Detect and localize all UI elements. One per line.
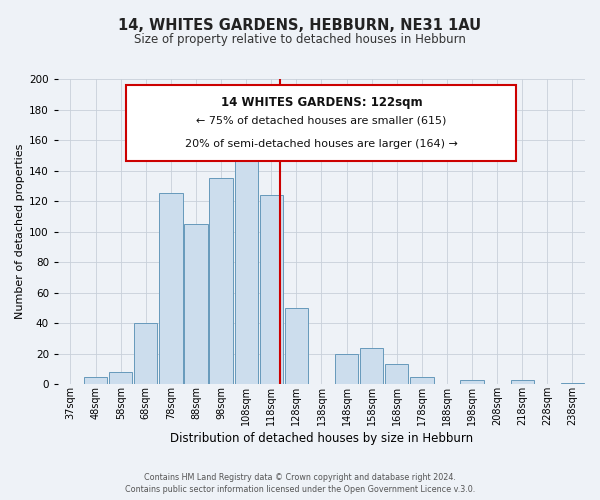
Bar [561,383,584,384]
Text: 14 WHITES GARDENS: 122sqm: 14 WHITES GARDENS: 122sqm [221,96,422,109]
Bar [511,380,534,384]
Bar [84,376,107,384]
Text: Size of property relative to detached houses in Hebburn: Size of property relative to detached ho… [134,32,466,46]
Bar [159,194,182,384]
Bar [385,364,409,384]
Text: Contains public sector information licensed under the Open Government Licence v.: Contains public sector information licen… [125,484,475,494]
Bar [260,195,283,384]
Bar [360,348,383,385]
Bar [109,372,133,384]
Bar [209,178,233,384]
Bar [335,354,358,384]
Bar [184,224,208,384]
Text: Contains HM Land Registry data © Crown copyright and database right 2024.: Contains HM Land Registry data © Crown c… [144,473,456,482]
Text: ← 75% of detached houses are smaller (615): ← 75% of detached houses are smaller (61… [196,116,446,126]
FancyBboxPatch shape [127,85,517,162]
X-axis label: Distribution of detached houses by size in Hebburn: Distribution of detached houses by size … [170,432,473,445]
Bar [134,323,157,384]
Text: 20% of semi-detached houses are larger (164) →: 20% of semi-detached houses are larger (… [185,138,458,148]
Bar [410,376,434,384]
Bar [460,380,484,384]
Bar [285,308,308,384]
Y-axis label: Number of detached properties: Number of detached properties [15,144,25,320]
Text: 14, WHITES GARDENS, HEBBURN, NE31 1AU: 14, WHITES GARDENS, HEBBURN, NE31 1AU [118,18,482,32]
Bar [235,130,258,384]
